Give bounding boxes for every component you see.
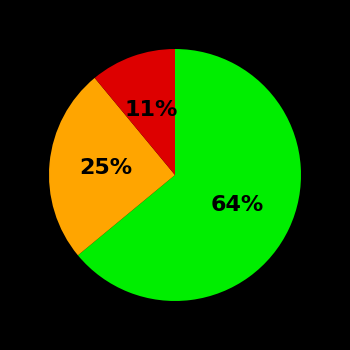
Text: 11%: 11%: [125, 100, 178, 120]
Wedge shape: [78, 49, 301, 301]
Wedge shape: [95, 49, 175, 175]
Text: 64%: 64%: [211, 195, 264, 215]
Text: 25%: 25%: [79, 159, 133, 178]
Wedge shape: [49, 78, 175, 255]
